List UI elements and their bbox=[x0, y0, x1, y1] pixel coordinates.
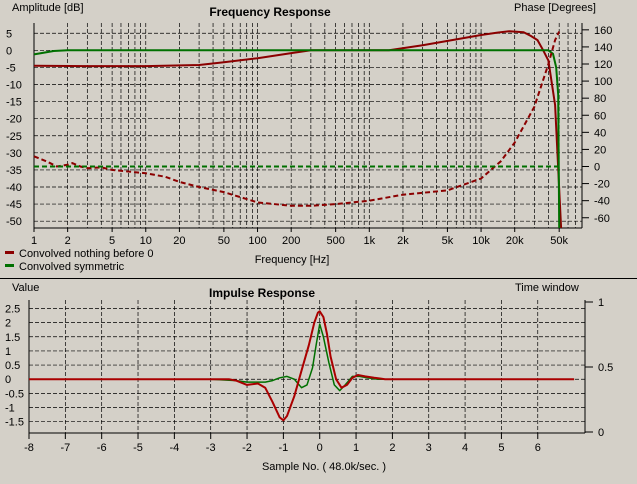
ir-tick-labels: -8 -7 -6 -5 -4 -3 -2 -1 0 1 2 3 4 5 6 2.5 2 1.5 1 0.5 0 -0.5 -… bbox=[5, 297, 613, 454]
fr-x-tick-label: 10 bbox=[140, 235, 152, 247]
ir-x-tick-label: -6 bbox=[97, 442, 107, 454]
fr-y2-tick-label: 60 bbox=[594, 110, 606, 122]
ir-y-tick-label: 1 bbox=[5, 346, 11, 358]
fr-x-tick-label: 5k bbox=[442, 235, 454, 247]
fr-x-tick-label: 1 bbox=[31, 235, 37, 247]
fr-series bbox=[33, 30, 563, 229]
ir-x-tick-label: 4 bbox=[462, 442, 468, 454]
fr-x-tick-label: 5 bbox=[109, 235, 115, 247]
ir-x-tick-label: -1 bbox=[278, 442, 288, 454]
fr-y2-tick-label: -40 bbox=[594, 196, 610, 208]
fr-x-tick-label: 2k bbox=[397, 235, 409, 247]
ir-x-tick-label: -8 bbox=[24, 442, 34, 454]
ir-x-tick-label: 1 bbox=[353, 442, 359, 454]
fr-legend-swatch bbox=[5, 251, 14, 254]
fr-x-tick-label: 50k bbox=[550, 235, 568, 247]
fr-y2-tick-label: 0 bbox=[594, 162, 600, 174]
impulse-response-chart: Impulse Response Value Time window Sampl… bbox=[5, 282, 613, 473]
fr-y2-tick-label: 160 bbox=[594, 25, 612, 37]
fr-y-tick-label: -5 bbox=[6, 62, 16, 74]
fr-y2-tick-label: 100 bbox=[594, 76, 612, 88]
fr-x-tick-label: 500 bbox=[326, 235, 344, 247]
fr-y2-tick-label: -20 bbox=[594, 179, 610, 191]
fr-y2-axis-label: Phase [Degrees] bbox=[514, 2, 596, 14]
fr-x-axis-label: Frequency [Hz] bbox=[255, 254, 330, 266]
ir-y-tick-label: 2 bbox=[5, 318, 11, 330]
fr-x-tick-label: 10k bbox=[472, 235, 490, 247]
ir-x-tick-label: -3 bbox=[206, 442, 216, 454]
ir-y2-axis-label: Time window bbox=[515, 282, 579, 294]
fr-x-tick-label: 200 bbox=[282, 235, 300, 247]
ir-x-axis-label: Sample No. ( 48.0k/sec. ) bbox=[262, 461, 386, 473]
ir-y2-tick-label: 0.5 bbox=[598, 362, 613, 374]
fr-series-line-amplitude-1 bbox=[33, 49, 561, 229]
fr-y-tick-label: -45 bbox=[6, 199, 22, 211]
fr-y-tick-label: -50 bbox=[6, 216, 22, 228]
ir-y-axis-label: Value bbox=[12, 282, 39, 294]
fr-legend-label: Convolved symmetric bbox=[19, 261, 125, 273]
fr-x-tick-label: 50 bbox=[218, 235, 230, 247]
fr-series-line-amplitude-0 bbox=[33, 30, 563, 229]
fr-y-tick-label: -35 bbox=[6, 165, 22, 177]
ir-x-tick-label: 5 bbox=[498, 442, 504, 454]
fr-x-tick-label: 100 bbox=[248, 235, 266, 247]
fr-y-tick-label: -15 bbox=[6, 97, 22, 109]
fr-legend-label: Convolved nothing before 0 bbox=[19, 248, 154, 260]
ir-x-tick-label: -4 bbox=[169, 442, 179, 454]
ir-y-tick-label: -1 bbox=[5, 403, 15, 415]
ir-y-tick-label: 0 bbox=[5, 374, 11, 386]
ir-x-tick-label: 0 bbox=[317, 442, 323, 454]
frequency-response-chart: Frequency Response Amplitude [dB] Phase … bbox=[5, 2, 612, 273]
ir-series-line-1 bbox=[29, 310, 575, 422]
ir-series-line-0 bbox=[29, 323, 575, 392]
ir-y-tick-label: -0.5 bbox=[5, 388, 24, 400]
fr-y2-tick-label: 140 bbox=[594, 42, 612, 54]
ir-title: Impulse Response bbox=[209, 286, 315, 300]
ir-x-tick-label: 2 bbox=[389, 442, 395, 454]
fr-grid bbox=[33, 23, 583, 229]
fr-y2-tick-label: 80 bbox=[594, 93, 606, 105]
fr-y2-tick-label: 40 bbox=[594, 127, 606, 139]
fr-y-axis-label: Amplitude [dB] bbox=[12, 2, 84, 14]
fr-y-tick-label: -10 bbox=[6, 80, 22, 92]
fr-tick-labels: 1 2 5 10 20 50 100 200 500 1k 2k 5k 10k 20k 50k50-5-10… bbox=[6, 25, 612, 247]
ir-x-tick-label: -7 bbox=[60, 442, 70, 454]
ir-x-tick-label: -2 bbox=[242, 442, 252, 454]
fr-x-tick-label: 20 bbox=[173, 235, 185, 247]
ir-x-tick-label: 3 bbox=[426, 442, 432, 454]
fr-x-tick-label: 1k bbox=[363, 235, 375, 247]
ir-y2-tick-label: 0 bbox=[598, 427, 604, 439]
ir-x-tick-label: -5 bbox=[133, 442, 143, 454]
fr-y-tick-label: -20 bbox=[6, 114, 22, 126]
ir-y-tick-label: 2.5 bbox=[5, 303, 20, 315]
fr-y-tick-label: 5 bbox=[6, 28, 12, 40]
ir-y-tick-label: 0.5 bbox=[5, 360, 20, 372]
fr-x-tick-label: 2 bbox=[65, 235, 71, 247]
ir-y2-tick-label: 1 bbox=[598, 297, 604, 309]
fr-legend-swatch bbox=[5, 264, 14, 267]
fr-y-tick-label: -40 bbox=[6, 182, 22, 194]
ir-y-tick-label: 1.5 bbox=[5, 332, 20, 344]
ir-grid bbox=[28, 300, 586, 434]
fr-y-tick-label: 0 bbox=[6, 45, 12, 57]
fr-y2-tick-label: 20 bbox=[594, 144, 606, 156]
ir-y-tick-label: -1.5 bbox=[5, 417, 24, 429]
fr-y2-tick-label: 120 bbox=[594, 59, 612, 71]
fr-y-tick-label: -25 bbox=[6, 131, 22, 143]
ir-x-tick-label: 6 bbox=[535, 442, 541, 454]
fr-y2-tick-label: -60 bbox=[594, 213, 610, 225]
fr-x-tick-label: 20k bbox=[506, 235, 524, 247]
fr-title: Frequency Response bbox=[209, 5, 331, 19]
fr-y-tick-label: -30 bbox=[6, 148, 22, 160]
ir-series bbox=[29, 310, 575, 422]
